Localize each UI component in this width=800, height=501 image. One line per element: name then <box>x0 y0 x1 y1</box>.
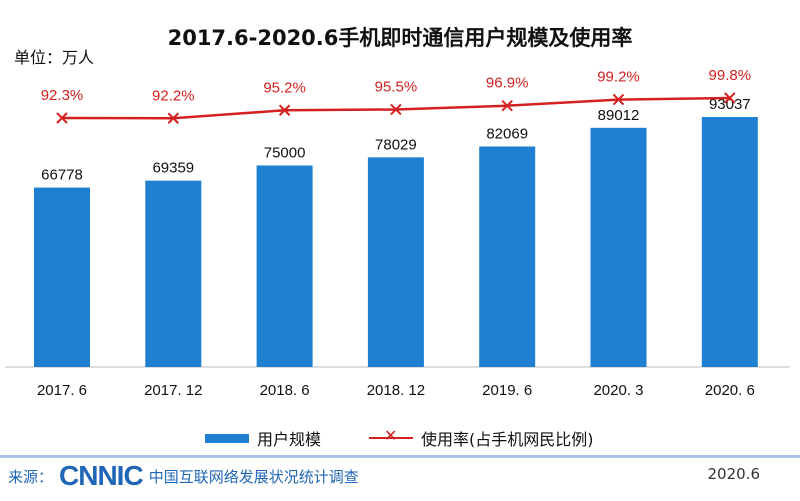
line-point-marker <box>501 100 513 112</box>
footer: 来源： CNNIC 中国互联网络发展状况统计调查 <box>8 460 359 492</box>
footer-divider <box>0 455 800 458</box>
bar <box>590 127 647 367</box>
line-value-label: 99.8% <box>709 67 752 84</box>
line-point-marker <box>724 92 736 104</box>
bar <box>479 146 536 367</box>
line-value-label: 95.5% <box>375 78 418 95</box>
line-value-label: 92.2% <box>152 87 195 104</box>
chart-plot: 66778 2017. 6 69359 2017. 12 75000 2018. 6 780… <box>5 67 790 399</box>
x-tick-label: 2020. 6 <box>705 382 755 399</box>
bar-value-label: 93037 <box>709 96 751 113</box>
footer-date: 2020.6 <box>707 465 761 483</box>
legend: 用户规模 ✕ 使用率(占手机网民比例) <box>205 426 594 450</box>
x-tick-label: 2018. 12 <box>367 382 425 399</box>
source-org: 中国互联网络发展状况统计调查 <box>148 467 359 486</box>
x-tick-label: 2017. 6 <box>37 382 87 399</box>
bar <box>256 165 313 367</box>
x-tick-label: 2018. 6 <box>260 382 310 399</box>
legend-line-label: 使用率(占手机网民比例) <box>421 430 594 449</box>
line-point-marker <box>278 104 291 116</box>
unit-label: 单位：万人 <box>14 48 95 67</box>
bar-value-label: 66778 <box>41 167 83 184</box>
line-value-label: 92.3% <box>41 87 84 104</box>
bar-value-label: 82069 <box>486 125 528 142</box>
bar <box>34 187 90 367</box>
bar-value-label: 75000 <box>264 144 306 161</box>
legend-line-swatch: ✕ <box>369 426 414 445</box>
bar-value-label: 78029 <box>375 136 417 153</box>
bar <box>701 117 758 367</box>
x-tick-label: 2019. 6 <box>482 382 532 399</box>
legend-bar-label: 用户规模 <box>257 430 322 449</box>
source-label: 来源： <box>8 467 54 486</box>
x-tick-label: 2020. 3 <box>593 382 643 399</box>
bar <box>145 180 202 367</box>
line-point-marker <box>612 93 625 106</box>
cnnic-logo: CNNIC <box>59 460 144 491</box>
line-point-marker <box>390 103 402 116</box>
line-point-marker <box>56 112 68 124</box>
bar-value-label: 89012 <box>598 107 640 124</box>
line-value-label: 99.2% <box>597 69 640 86</box>
bar <box>367 157 424 367</box>
legend-bar-swatch <box>205 433 249 443</box>
chart-title: 2017.6-2020.6手机即时通信用户规模及使用率 <box>167 26 633 50</box>
line-value-label: 95.2% <box>263 79 306 96</box>
x-tick-label: 2017. 12 <box>144 382 202 399</box>
line-value-label: 96.9% <box>486 75 529 92</box>
line-point-marker <box>167 112 180 124</box>
bar-value-label: 69359 <box>152 160 194 177</box>
